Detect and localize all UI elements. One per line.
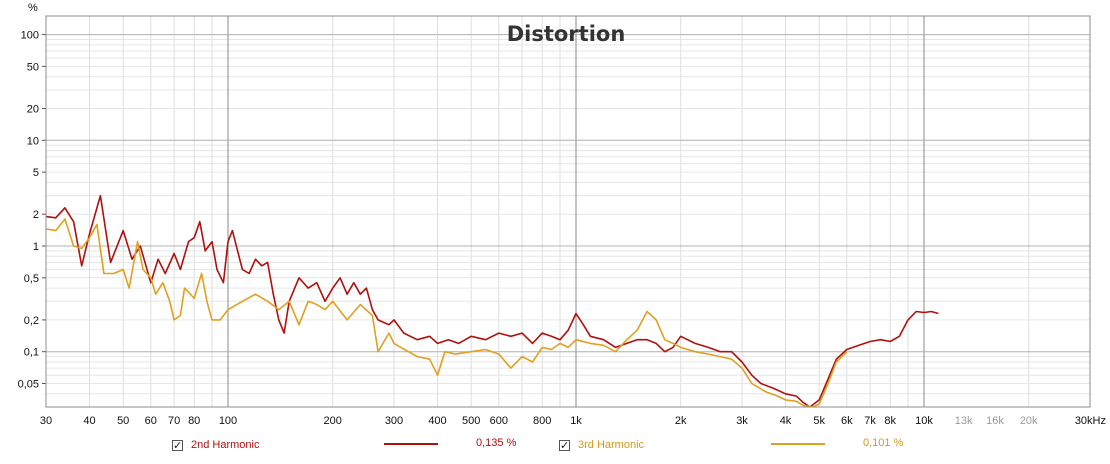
- chart-title: Distortion: [507, 22, 626, 46]
- x-tick-label: 50: [117, 415, 129, 427]
- x-tick-label: 13k: [955, 415, 973, 427]
- y-tick-label: 2: [33, 209, 39, 221]
- x-tick-label: 4k: [780, 415, 792, 427]
- y-tick-label: 0,1: [24, 347, 39, 359]
- x-axis-ticks: 30 40 50 60 70 80 100 200 300 400 500 600 800 1k 2k 3k 4…: [40, 415, 1106, 427]
- x-tick-label: 30kHz: [1075, 415, 1106, 427]
- major-grid: [46, 16, 1090, 407]
- y-tick-label: 50: [27, 61, 39, 73]
- 2nd-harmonic-checkbox[interactable]: ✓: [172, 439, 183, 452]
- y-axis-unit-label: %: [28, 2, 38, 14]
- x-tick-label: 500: [462, 415, 480, 427]
- y-tick-label: 100: [21, 30, 39, 42]
- x-tick-label: 16k: [986, 415, 1004, 427]
- y-tick-label: 1: [33, 241, 39, 253]
- x-tick-label: 60: [145, 415, 157, 427]
- series-line-3rd-harmonic: [46, 218, 848, 407]
- x-tick-label: 10k: [915, 415, 933, 427]
- x-tick-label: 20k: [1020, 415, 1038, 427]
- x-tick-label: 300: [385, 415, 403, 427]
- y-tick-label: 0,2: [24, 315, 39, 327]
- plot-frame: [45, 15, 1091, 408]
- 3rd-harmonic-checkbox[interactable]: ✓: [559, 439, 570, 452]
- legend-item-2nd-harmonic: ✓ 2nd Harmonic: [172, 436, 259, 454]
- 3rd-harmonic-label: 3rd Harmonic: [578, 439, 645, 451]
- x-tick-label: 70: [168, 415, 180, 427]
- series-line-2nd-harmonic: [46, 194, 939, 407]
- 3rd-harmonic-value: 0,101 %: [863, 437, 904, 449]
- 2nd-harmonic-label: 2nd Harmonic: [191, 439, 260, 451]
- x-tick-label: 800: [533, 415, 551, 427]
- x-tick-label: 3k: [736, 415, 748, 427]
- x-tick-label: 80: [188, 415, 200, 427]
- y-tick-label: 0,5: [24, 273, 39, 285]
- x-tick-label: 40: [83, 415, 95, 427]
- y-tick-label: 10: [27, 135, 39, 147]
- y-tick-label: 20: [27, 104, 39, 116]
- x-tick-label: 6k: [841, 415, 853, 427]
- x-tick-label: 7k: [864, 415, 876, 427]
- x-tick-label: 1k: [570, 415, 582, 427]
- x-tick-label: 30: [40, 415, 52, 427]
- 3rd-harmonic-legend-line: [771, 443, 825, 445]
- y-axis-ticks: 100 50 20 10 5 2 1 0,5 0,2 0,1 0,05: [18, 30, 46, 391]
- x-tick-label: 8k: [884, 415, 896, 427]
- x-tick-label: 400: [428, 415, 446, 427]
- plot-background: [46, 16, 1090, 407]
- x-tick-label: 5k: [813, 415, 825, 427]
- series-layer: [46, 194, 939, 407]
- legend-item-3rd-harmonic: ✓ 3rd Harmonic: [559, 436, 644, 454]
- 2nd-harmonic-value: 0,135 %: [476, 437, 517, 449]
- y-tick-label: 5: [33, 167, 39, 179]
- x-tick-label: 600: [490, 415, 508, 427]
- x-tick-label: 200: [324, 415, 342, 427]
- y-tick-label: 0,05: [18, 379, 39, 391]
- 2nd-harmonic-legend-line: [384, 443, 438, 445]
- x-tick-label: 100: [219, 415, 237, 427]
- x-tick-label: 2k: [675, 415, 687, 427]
